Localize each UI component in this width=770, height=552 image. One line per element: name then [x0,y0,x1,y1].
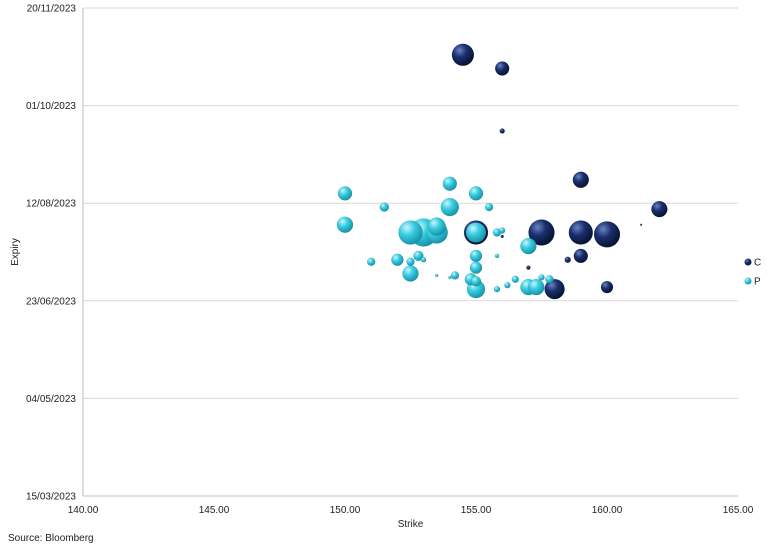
axes [82,8,738,497]
x-axis-title: Strike [398,519,424,530]
bubble-c [572,171,590,189]
bubble-c [451,43,475,67]
legend-marker-c [744,258,752,266]
bubble-p [427,217,446,236]
bubble-c [639,223,643,226]
y-tick-label: 23/06/2023 [26,296,76,307]
bubble-p [470,276,482,287]
bubble-p [504,281,511,289]
bubble-p [448,275,452,280]
bubble-p [538,274,545,281]
bubble-p [469,261,483,274]
bubble-c [568,220,594,245]
bubble-p [484,202,494,212]
legend-label-p: P [754,277,761,288]
source-note: Source: Bloomberg [8,533,94,544]
x-tick-label: 150.00 [330,505,361,516]
bubble-p [494,253,500,259]
bubble-p [493,285,501,293]
bubble-c [494,61,510,76]
y-tick-label: 12/08/2023 [26,199,76,210]
bubble-p [468,186,484,201]
bubble-p [440,197,460,217]
bubble-c [564,256,571,264]
x-tick-label: 145.00 [199,505,230,516]
y-axis-title: Expiry [10,238,21,266]
bubble-p [406,257,415,267]
bubble-p [469,249,483,263]
bubble-c [526,265,531,270]
bubble-p [336,216,354,233]
bubble-p [511,275,520,284]
bubble-p [434,273,439,278]
bubble-c [500,234,504,239]
bubble-p [337,186,353,201]
bubble-p [465,222,487,243]
x-tick-label: 155.00 [461,505,492,516]
bubble-p [545,275,554,284]
y-tick-label: 01/10/2023 [26,101,76,112]
tick-labels: 20/11/2023 01/10/2023 12/08/2023 23/06/2023… [26,4,754,517]
bubble-p [420,257,427,263]
legend: CP [744,258,761,288]
gridlines [83,7,738,399]
legend-label-c: C [754,258,761,269]
bubble-p [520,237,537,255]
legend-marker-p [744,277,752,285]
bubble-p [391,253,404,267]
data-points [336,43,668,300]
y-tick-label: 20/11/2023 [27,4,77,15]
bubble-p [366,257,376,267]
bubble-p [450,271,460,280]
bubble-p [398,220,423,245]
bubble-p [402,265,419,282]
x-tick-label: 165.00 [723,505,754,516]
bubble-c [573,248,589,264]
bubble-c [528,219,555,246]
bubble-p [498,227,506,234]
bubble-p [442,176,458,191]
bubble-c [499,128,505,134]
bubble-p [379,202,390,212]
bubble-c [600,280,614,294]
bubble-c [593,221,621,248]
bubble-c [651,200,668,218]
x-tick-label: 140.00 [68,505,99,516]
x-tick-label: 160.00 [592,505,623,516]
bubble-p [528,278,545,296]
bubble-c [544,278,565,300]
y-tick-label: 15/03/2023 [26,492,76,503]
bubble-p [413,250,424,262]
y-tick-label: 04/05/2023 [26,394,76,405]
